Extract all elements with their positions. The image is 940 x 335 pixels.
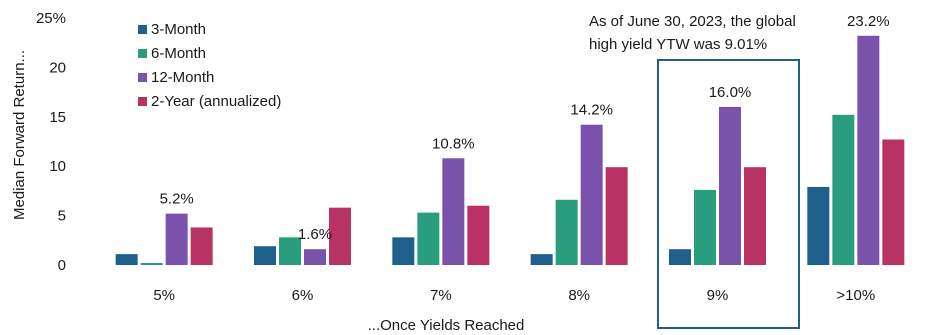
bar	[530, 254, 553, 265]
legend-swatch	[138, 49, 147, 58]
bar	[669, 249, 691, 265]
y-axis-ticks: 0 5 10 15 20 25%	[36, 10, 66, 274]
highlight-box	[657, 59, 800, 329]
y-tick-label: 15	[49, 109, 66, 126]
bar	[832, 114, 855, 265]
legend-label: 3-Month	[151, 21, 206, 38]
bar	[190, 227, 213, 265]
x-tick-label: 8%	[568, 287, 590, 304]
legend-label: 12-Month	[151, 69, 214, 86]
bar	[580, 124, 603, 265]
data-labels: 5.2% 1.6% 10.8% 14.2% 16.0% 23.2%	[160, 13, 890, 243]
bar	[304, 249, 326, 265]
bar	[744, 167, 766, 265]
y-tick-label: 20	[49, 59, 66, 76]
bar	[417, 212, 440, 265]
bar	[254, 246, 276, 265]
x-tick-label: 5%	[153, 287, 175, 304]
y-tick-label: 10	[49, 158, 66, 175]
bar	[857, 35, 880, 266]
bar	[115, 254, 138, 265]
x-axis-ticks: 5% 6% 7% 8% 9% >10%	[153, 287, 875, 304]
x-tick-label: >10%	[836, 287, 875, 304]
data-label: 23.2%	[847, 13, 890, 30]
bar	[719, 106, 741, 265]
x-tick-label: 9%	[707, 287, 729, 304]
bar	[807, 186, 830, 265]
x-axis-title: ...Once Yields Reached	[368, 317, 525, 334]
annotation-line-2: high yield YTW was 9.01%	[589, 36, 767, 53]
y-tick-label: 25%	[36, 10, 66, 27]
legend: 3-Month 6-Month 12-Month 2-Year (annualized…	[138, 21, 281, 110]
y-tick-label: 5	[58, 208, 66, 225]
legend-swatch	[138, 25, 147, 34]
legend-label: 2-Year (annualized)	[151, 93, 281, 110]
legend-label: 6-Month	[151, 45, 206, 62]
bar	[140, 263, 163, 265]
legend-swatch	[138, 97, 147, 106]
y-tick-label: 0	[58, 257, 66, 274]
x-tick-label: 6%	[292, 287, 314, 304]
bar	[605, 167, 628, 265]
bar	[279, 237, 301, 265]
y-axis-title: Median Forward Return...	[11, 50, 28, 220]
bar	[882, 139, 905, 265]
bars	[115, 35, 905, 266]
data-label: 14.2%	[570, 102, 613, 119]
legend-swatch	[138, 73, 147, 82]
bar	[442, 158, 465, 265]
bar	[329, 207, 351, 265]
data-label: 1.6%	[298, 226, 332, 243]
data-label: 10.8%	[432, 135, 475, 152]
x-tick-label: 7%	[430, 287, 452, 304]
bar	[392, 237, 415, 265]
bar	[467, 205, 490, 265]
bar	[165, 213, 188, 265]
bar	[555, 199, 578, 265]
data-label: 16.0%	[709, 84, 752, 101]
data-label: 5.2%	[160, 191, 194, 208]
annotation-line-1: As of June 30, 2023, the global	[589, 13, 796, 30]
bar	[694, 189, 716, 265]
